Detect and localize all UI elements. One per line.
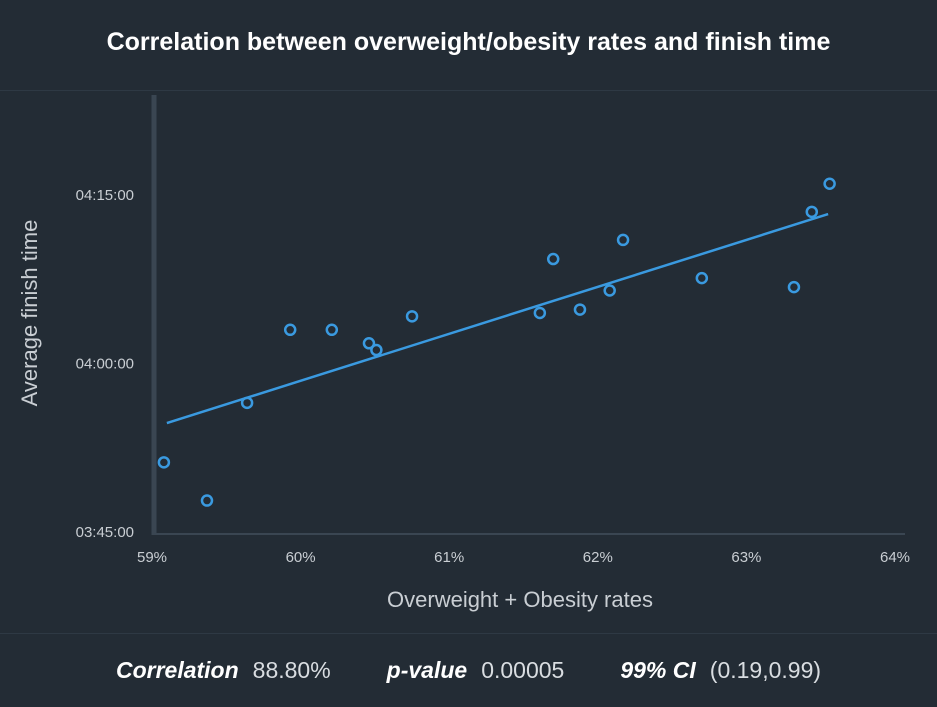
correlation-value: 88.80% bbox=[252, 657, 331, 683]
data-point bbox=[695, 271, 709, 285]
ci-value: (0.19,0.99) bbox=[709, 657, 822, 683]
data-point bbox=[603, 284, 616, 297]
data-point bbox=[370, 343, 383, 357]
correlation-label: Correlation bbox=[115, 657, 239, 683]
scatter-chart: 59% 60% 61% 62% 63% 64% 03:45:00 04:00:00 04:15… bbox=[17, 95, 910, 612]
ci-stat: 99% CI (0.19,0.99) bbox=[620, 657, 821, 684]
y-axis-label: Average finish time bbox=[17, 220, 42, 407]
x-tick-label: 61% bbox=[434, 549, 464, 566]
data-point bbox=[616, 233, 630, 247]
pvalue-value: 0.00005 bbox=[481, 657, 565, 683]
stats-footer: Correlation 88.80% p-value 0.00005 99% C… bbox=[0, 633, 937, 707]
x-tick-labels: 59% 60% 61% 62% 63% 64% bbox=[137, 549, 910, 566]
x-tick-label: 64% bbox=[880, 549, 910, 566]
data-point bbox=[325, 323, 339, 337]
data-point bbox=[283, 323, 297, 337]
data-point bbox=[823, 177, 836, 191]
ci-label: 99% CI bbox=[620, 657, 696, 683]
y-tick-label: 04:15:00 bbox=[76, 187, 134, 204]
data-point bbox=[805, 205, 819, 219]
data-point bbox=[200, 494, 214, 507]
chart-title: Correlation between overweight/obesity r… bbox=[106, 27, 831, 56]
data-point bbox=[157, 456, 171, 469]
data-point bbox=[546, 252, 560, 266]
trendline bbox=[166, 212, 829, 425]
x-tick-label: 62% bbox=[583, 549, 613, 566]
data-point bbox=[405, 310, 419, 323]
title-bar: Correlation between overweight/obesity r… bbox=[0, 0, 937, 91]
pvalue-label: p-value bbox=[386, 657, 468, 683]
x-tick-label: 63% bbox=[731, 549, 761, 566]
pvalue-stat: p-value 0.00005 bbox=[387, 657, 565, 684]
data-point bbox=[362, 337, 376, 350]
x-tick-label: 60% bbox=[286, 549, 316, 566]
data-point bbox=[787, 280, 801, 294]
data-point bbox=[573, 303, 587, 316]
y-tick-label: 03:45:00 bbox=[76, 524, 134, 541]
correlation-stat: Correlation 88.80% bbox=[116, 657, 331, 684]
data-point bbox=[240, 396, 254, 410]
data-point bbox=[533, 306, 547, 320]
y-tick-labels: 03:45:00 04:00:00 04:15:00 bbox=[76, 187, 134, 541]
data-points bbox=[157, 177, 836, 507]
x-tick-label: 59% bbox=[137, 549, 167, 566]
x-axis-label: Overweight + Obesity rates bbox=[387, 587, 653, 612]
y-tick-label: 04:00:00 bbox=[76, 356, 134, 373]
